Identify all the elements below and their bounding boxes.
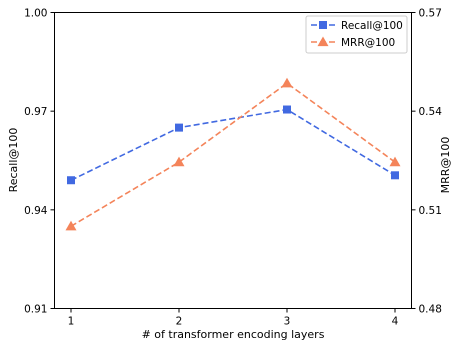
legend-marker-recall-100: [319, 21, 327, 29]
x-tick-label: 3: [284, 316, 291, 328]
x-axis-ticks: 1 2 3 4: [68, 308, 399, 328]
legend-marker-mrr-100: [317, 36, 329, 47]
legend-label-mrr: MRR@100: [341, 37, 395, 49]
data-point-mrr-100: [173, 156, 185, 167]
right-y-tick-label: 0.48: [419, 304, 442, 316]
plot-area-frame: [54, 12, 412, 309]
data-point-mrr-100: [65, 220, 77, 231]
right-y-tick-label: 0.54: [419, 106, 443, 118]
x-tick-label: 2: [176, 316, 183, 328]
x-tick-label: 1: [68, 316, 75, 328]
series-line-mrr-100: [70, 82, 396, 227]
series-line-recall-100: [70, 108, 396, 181]
x-tick-label: 4: [392, 316, 399, 328]
right-y-tick-label: 0.57: [419, 8, 442, 20]
data-point-recall-100: [175, 123, 183, 132]
x-axis-title: # of transformer encoding layers: [142, 328, 325, 341]
left-y-axis-ticks: 0.91 0.94 0.97 1.00: [24, 8, 55, 316]
left-y-tick-label: 0.97: [24, 106, 47, 118]
legend: Recall@100 MRR@100: [305, 15, 408, 54]
data-point-recall-100: [283, 105, 291, 114]
data-point-mrr-100: [389, 156, 401, 167]
legend-label-recall: Recall@100: [341, 20, 403, 32]
right-y-tick-label: 0.51: [419, 205, 442, 217]
left-y-tick-label: 0.91: [24, 304, 47, 316]
left-y-axis-title: Recall@100: [7, 128, 20, 193]
right-y-axis-title: MRR@100: [439, 137, 452, 194]
series-layer: [65, 77, 401, 231]
data-point-recall-100: [67, 176, 75, 185]
series-mrr-100: [65, 77, 401, 231]
right-y-axis-ticks: 0.48 0.51 0.54 0.57: [411, 8, 443, 316]
data-point-recall-100: [391, 171, 399, 180]
data-point-mrr-100: [281, 77, 293, 88]
left-y-tick-label: 0.94: [24, 205, 48, 217]
left-y-tick-label: 1.00: [24, 8, 47, 20]
series-recall-100: [67, 105, 399, 185]
